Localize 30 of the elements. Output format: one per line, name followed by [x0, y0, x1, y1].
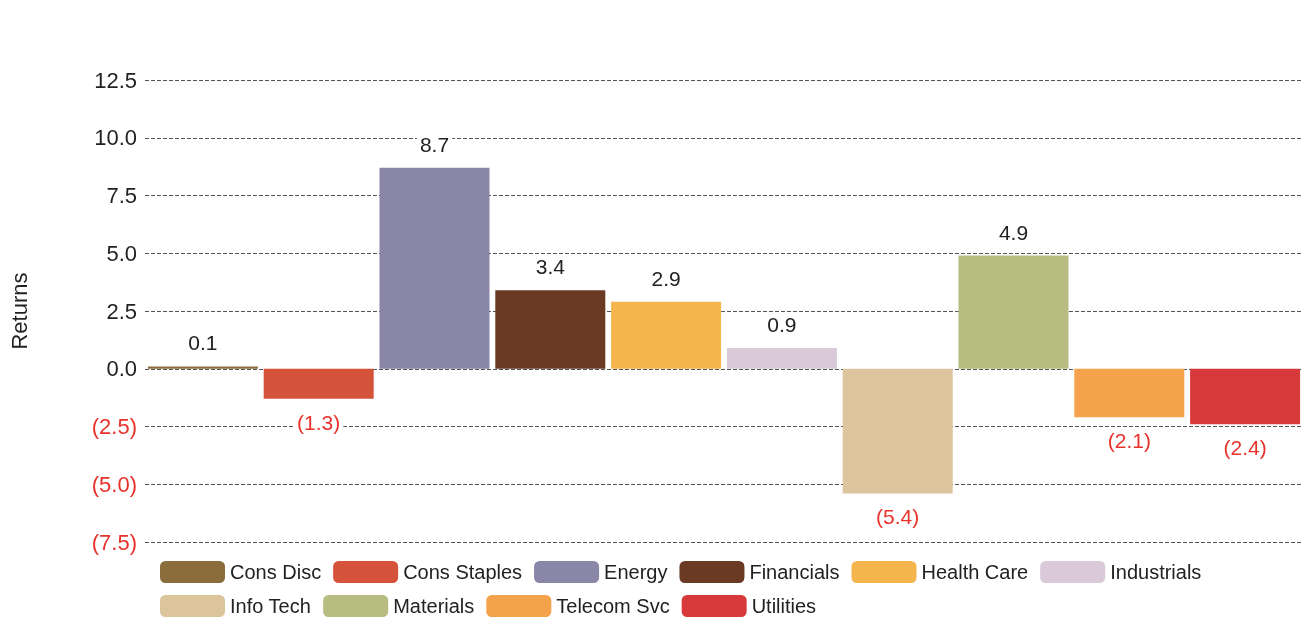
y-tick-label: (7.5): [91, 529, 137, 555]
legend-label: Industrials: [1110, 561, 1202, 583]
data-label: 8.7: [419, 132, 450, 156]
data-label: (2.4): [1223, 436, 1267, 460]
legend-label: Utilities: [751, 595, 817, 617]
y-tick-label: (2.5): [91, 414, 137, 439]
y-tick-label: (5.0): [91, 471, 137, 497]
data-label: 0.9: [767, 312, 797, 336]
data-label: 4.9: [998, 220, 1029, 244]
y-tick-label: 2.5: [106, 298, 137, 324]
legend-label: Cons Staples: [403, 561, 523, 583]
y-tick-label: 7.5: [106, 183, 137, 208]
legend-label: Financials: [749, 561, 840, 583]
y-tick-label: 5.0: [106, 240, 137, 266]
y-tick-label: 0.0: [106, 356, 137, 382]
legend-label: Materials: [393, 595, 475, 617]
data-label: (1.3): [297, 410, 341, 434]
data-label: 3.4: [535, 255, 566, 279]
legend-label: Energy: [604, 561, 668, 583]
legend-label: Health Care: [921, 561, 1029, 583]
legend-label: Info Tech: [230, 595, 311, 617]
data-label: (2.1): [1107, 429, 1151, 453]
y-tick-label: 10.0: [94, 125, 137, 151]
legend-label: Telecom Svc: [556, 595, 670, 617]
legend-label: Cons Disc: [230, 561, 322, 583]
data-label: (5.4): [876, 505, 920, 529]
y-axis-title: Returns: [6, 272, 32, 350]
data-label: 2.9: [651, 266, 681, 290]
y-tick-label: 12.5: [94, 67, 137, 93]
data-label: 0.1: [188, 331, 218, 355]
